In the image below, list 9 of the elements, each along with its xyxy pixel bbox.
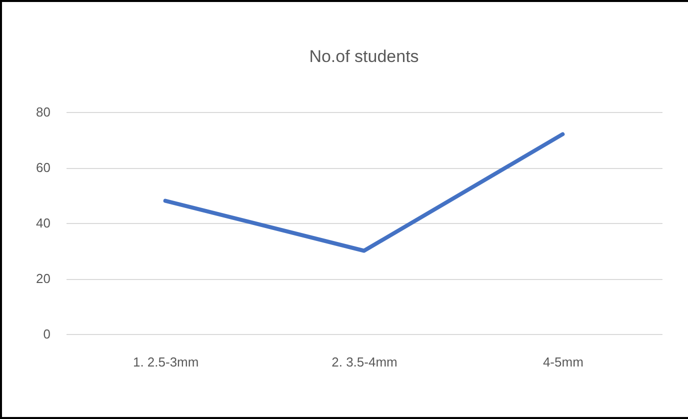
y-tick-label: 20 <box>36 271 50 286</box>
y-tick-label: 40 <box>36 216 50 230</box>
x-tick-label: 1. 2.5-3mm <box>132 354 199 370</box>
y-tick-label: 60 <box>36 160 50 175</box>
x-tick-label: 2. 3.5-4mm <box>332 354 398 370</box>
x-tick-label: 4-5mm <box>542 354 584 370</box>
y-tick-label: 80 <box>36 104 50 120</box>
chart-title: No.of students <box>309 47 419 66</box>
y-tick-label: 0 <box>43 326 50 342</box>
